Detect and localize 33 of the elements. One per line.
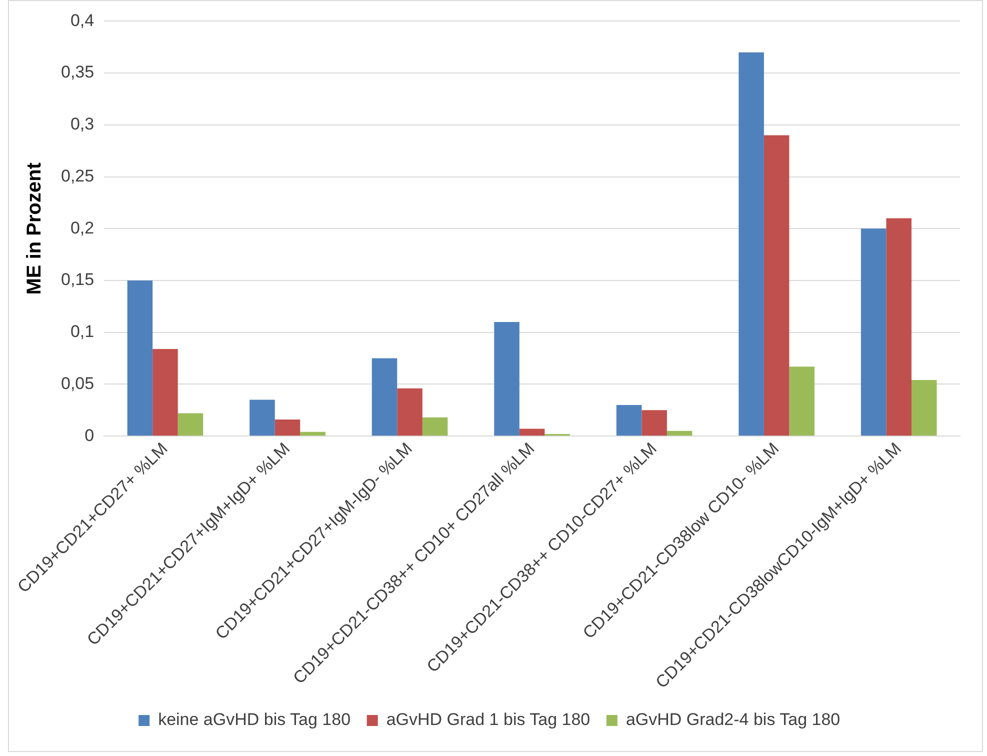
- bar: [642, 410, 667, 436]
- bar: [372, 358, 398, 436]
- bar: [789, 366, 814, 436]
- y-tick-label: 0,05: [60, 374, 94, 393]
- legend-label: keine aGvHD bis Tag 180: [158, 710, 351, 730]
- legend-label: aGvHD Grad2-4 bis Tag 180: [626, 710, 840, 730]
- y-tick-label: 0,2: [70, 218, 94, 238]
- bar: [422, 417, 448, 436]
- bar: [397, 388, 422, 436]
- bar: [886, 218, 912, 436]
- bar: [127, 280, 153, 436]
- bar: [912, 380, 937, 436]
- bar: [494, 322, 520, 436]
- y-tick-label: 0,25: [60, 166, 94, 186]
- y-axis-title: ME in Prozent: [24, 162, 46, 295]
- bar: [616, 404, 642, 436]
- y-tick-label: 0,4: [70, 10, 94, 30]
- bar: [764, 135, 790, 436]
- bar: [152, 348, 178, 436]
- bar: [250, 400, 275, 436]
- y-tick-label: 0,15: [60, 270, 94, 290]
- bar: [300, 432, 326, 436]
- bar: [519, 428, 545, 436]
- bar: [738, 52, 764, 436]
- bar: [178, 413, 204, 436]
- bar: [860, 228, 886, 436]
- bar: [274, 419, 300, 436]
- y-tick-label: 0,35: [60, 62, 94, 82]
- y-tick-label: 0,1: [70, 322, 94, 342]
- y-tick-label: 0,3: [70, 114, 94, 134]
- bar: [666, 430, 692, 436]
- y-tick-label: 0: [84, 426, 94, 445]
- legend-label: aGvHD Grad 1 bis Tag 180: [386, 710, 590, 730]
